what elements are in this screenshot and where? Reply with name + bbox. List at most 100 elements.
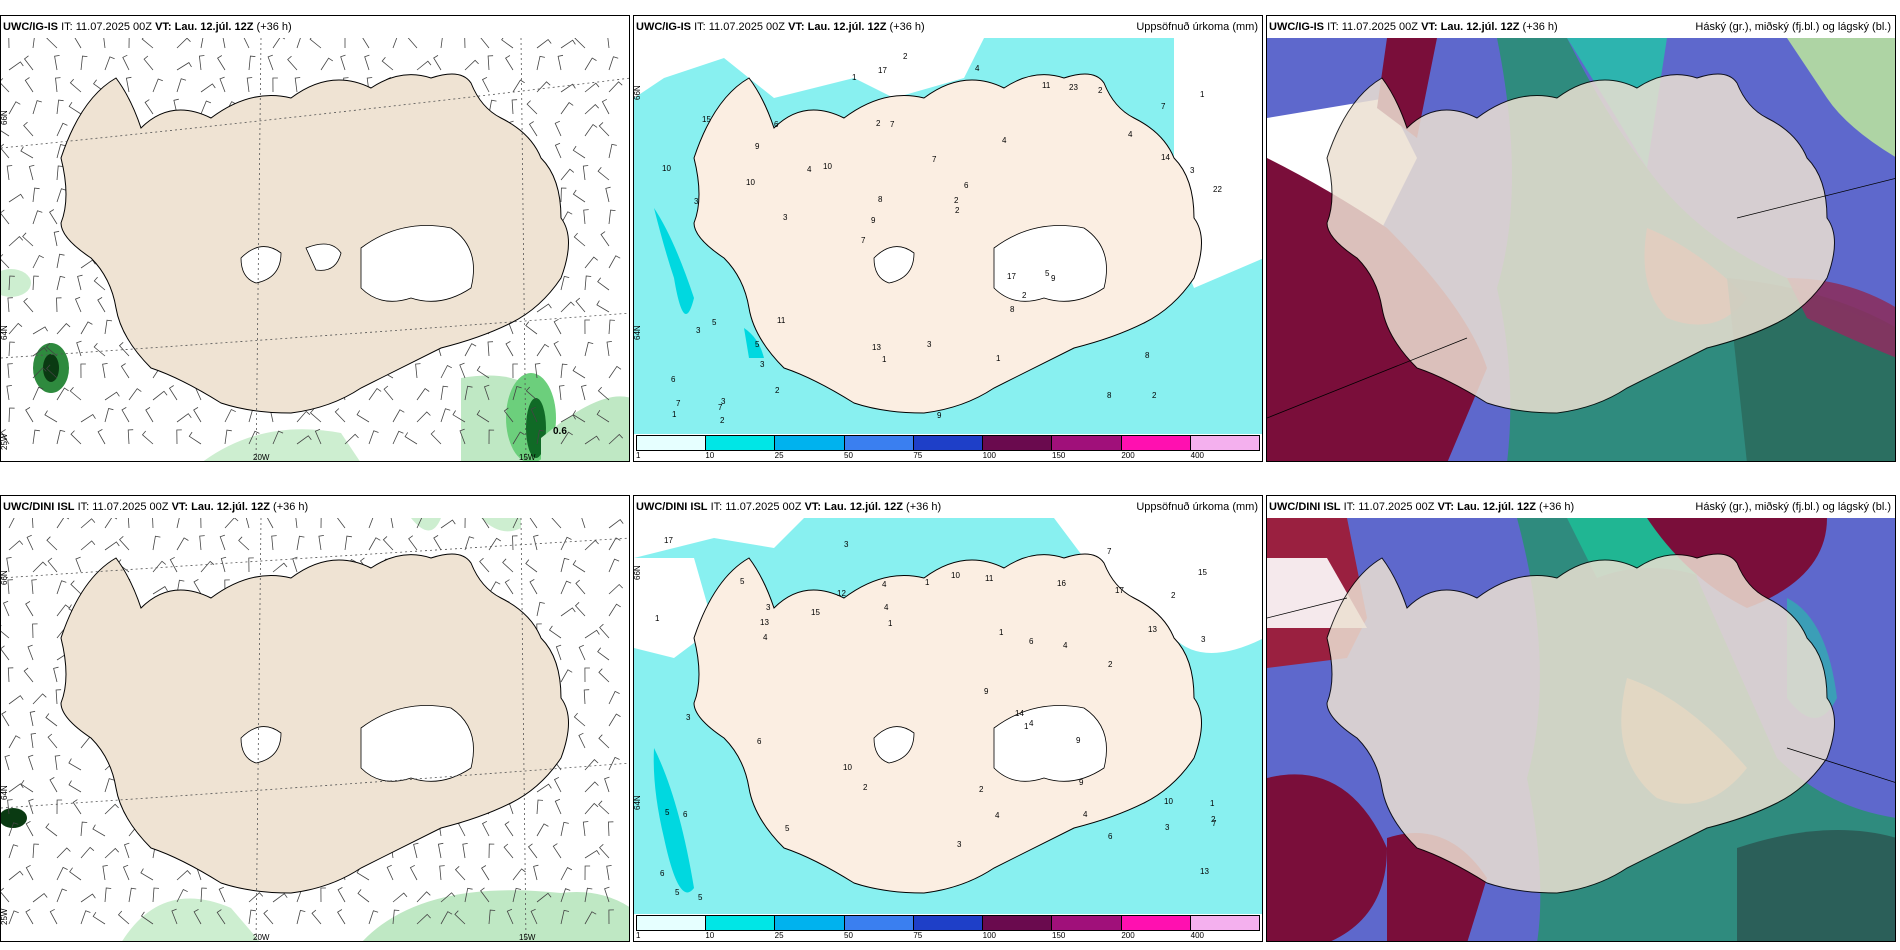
valid-time: Lau. 12.júl. 12Z	[191, 501, 270, 513]
precip-value: 17	[664, 536, 673, 545]
precip-value: 7	[676, 399, 681, 408]
precip-value: 5	[675, 888, 680, 897]
precip-value: 17	[878, 66, 887, 75]
wind-map: 66N 64N 25W 20W 15W	[1, 518, 629, 941]
precip-value: 23	[1069, 83, 1078, 92]
precip-value: 7	[890, 120, 895, 129]
colorbar-swatch	[1190, 436, 1259, 450]
precip-value: 2	[1108, 660, 1113, 669]
precip-value: 4	[975, 64, 980, 73]
colorbar-swatch	[1121, 436, 1191, 450]
precip-value: 4	[807, 165, 812, 174]
lat-label: 25W	[1, 433, 9, 450]
colorbar-swatch	[637, 916, 707, 930]
precip-value: 1	[852, 73, 857, 82]
precip-value: 3	[766, 603, 771, 612]
colorbar-tick: 10	[705, 451, 715, 460]
colorbar-swatch	[913, 916, 984, 930]
lead-time: (+36 h)	[1522, 21, 1558, 33]
precip-value: 9	[1079, 778, 1084, 787]
precip-value: 4	[884, 603, 889, 612]
lat-label: 66N	[1, 110, 9, 125]
precip-value: 7	[861, 236, 866, 245]
wind-shading	[1, 518, 629, 941]
iceland-coastline	[60, 73, 569, 414]
precip-value: 11	[1042, 81, 1051, 90]
precip-value: 4	[1002, 136, 1007, 145]
init-time: 11.07.2025 00Z	[1358, 501, 1435, 513]
precip-value: 3	[686, 713, 691, 722]
colorbar-swatch	[775, 916, 845, 930]
precip-value: 10	[1164, 797, 1173, 806]
init-time: 11.07.2025 00Z	[92, 501, 169, 513]
precip-value: 9	[1051, 274, 1056, 283]
model-name: UWC/DINI ISL	[3, 501, 75, 513]
precip-value: 11	[777, 316, 786, 325]
lat-label: 64N	[634, 795, 642, 810]
init-time: 11.07.2025 00Z	[725, 501, 802, 513]
precip-value: 1	[1024, 722, 1029, 731]
lat-label: 64N	[1, 785, 9, 800]
precip-value: 14	[1161, 153, 1170, 162]
precip-value: 7	[1212, 819, 1217, 828]
colorbar-swatch	[706, 436, 776, 450]
precip-value: 2	[720, 416, 725, 425]
valid-time: Lau. 12.júl. 12Z	[807, 21, 887, 33]
colorbar-swatch	[1052, 436, 1122, 450]
lon-label: 20W	[253, 453, 270, 462]
precip-value: 1	[925, 578, 930, 587]
precip-value: 2	[979, 785, 984, 794]
colorbar-tick: 25	[774, 931, 784, 940]
precip-value: 10	[746, 178, 755, 187]
precip-value: 10	[951, 571, 960, 580]
cloud-panel-top: UWC/IG-IS IT: 11.07.2025 00Z VT: Lau. 12…	[1266, 15, 1896, 462]
colorbar-tick: 1	[636, 451, 641, 460]
precip-title: Uppsöfnuð úrkoma (mm)	[1136, 21, 1258, 33]
lat-label: 66N	[634, 565, 642, 580]
colorbar-tick: 50	[844, 931, 853, 940]
iceland-coastline	[60, 553, 569, 894]
lead-time: (+36 h)	[256, 21, 292, 33]
precip-value: 15	[811, 608, 820, 617]
model-name: UWC/DINI ISL	[1269, 501, 1341, 513]
cloud-panel-bottom: UWC/DINI ISL IT: 11.07.2025 00Z VT: Lau.…	[1266, 495, 1896, 942]
valid-time: Lau. 12.júl. 12Z	[1440, 21, 1520, 33]
colorbar-tick: 10	[705, 931, 715, 940]
valid-time: Lau. 12.júl. 12Z	[174, 21, 254, 33]
precip-value: 1	[655, 614, 660, 623]
precip-value: 13	[760, 618, 769, 627]
lead-time: (+36 h)	[889, 21, 925, 33]
precip-value: 2	[954, 196, 959, 205]
wind-map: 66N 64N 25W 20W 15W 0.6	[1, 38, 629, 462]
precip-value: 5	[698, 893, 703, 902]
precip-value: 2	[863, 783, 868, 792]
precip-value: 1	[1210, 799, 1215, 808]
cloud-map	[1267, 518, 1895, 941]
precip-value: 17	[1007, 272, 1016, 281]
precip-value: 12	[837, 589, 846, 598]
precip-value: 4	[995, 811, 1000, 820]
precip-value: 6	[660, 869, 665, 878]
precip-value: 3	[783, 213, 788, 222]
precip-value: 5	[785, 824, 790, 833]
precip-value: 5	[755, 340, 760, 349]
precip-map: 66N 64N 15344679111096101714151617131313…	[634, 518, 1262, 941]
cloud-title: Háský (gr.), miðský (fj.bl.) og lágský (…	[1695, 21, 1891, 33]
iceland-coastline	[693, 553, 1202, 894]
precip-value: 10	[823, 162, 832, 171]
precip-value: 6	[671, 375, 676, 384]
iceland-coastline	[1326, 73, 1835, 414]
precip-value: 6	[1108, 832, 1113, 841]
precip-value: 2	[1211, 815, 1216, 824]
precip-value: 4	[882, 580, 887, 589]
colorbar-tick: 75	[913, 931, 923, 940]
colorbar-swatch	[1190, 916, 1259, 930]
panel-header: UWC/IG-IS IT: 11.07.2025 00Z VT: Lau. 12…	[1267, 16, 1895, 38]
colorbar-tick: 400	[1190, 931, 1205, 940]
precip-value: 3	[927, 340, 932, 349]
colorbar-swatch	[706, 916, 776, 930]
precip-value: 8	[1010, 305, 1015, 314]
precip-value: 4	[763, 633, 768, 642]
lat-label: 64N	[634, 325, 642, 340]
precip-value: 7	[718, 403, 723, 412]
